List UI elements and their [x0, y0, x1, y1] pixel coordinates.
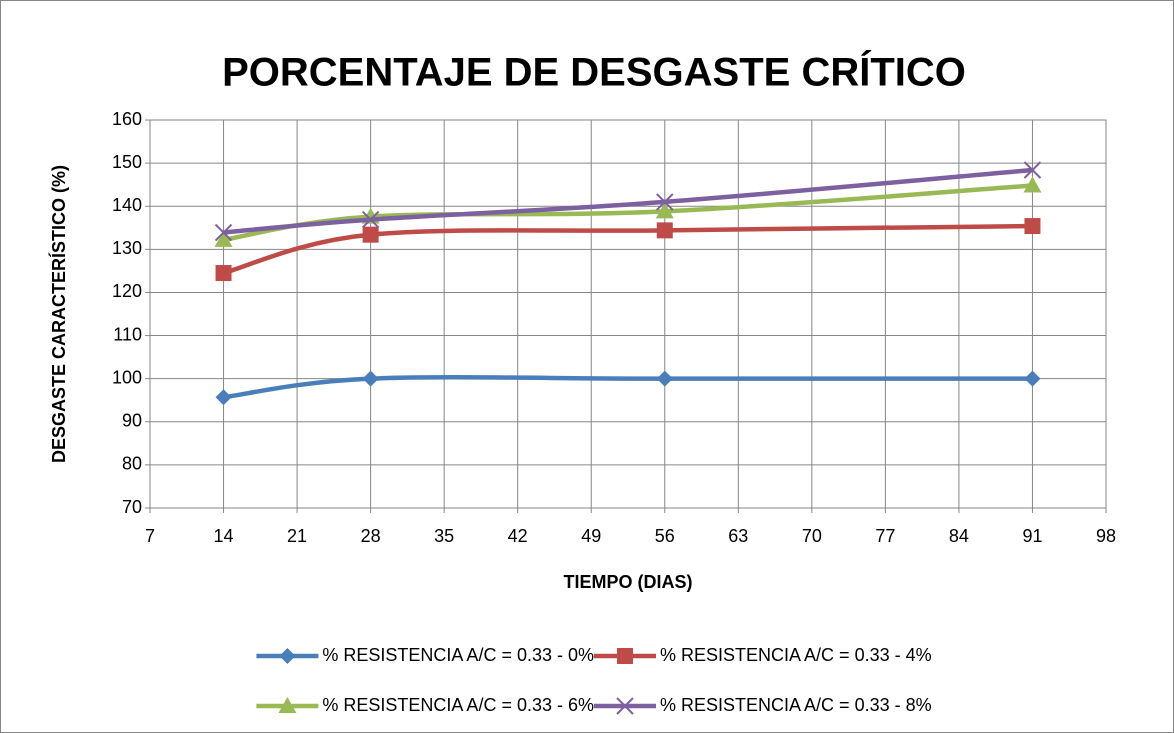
legend-item: % RESISTENCIA A/C = 0.33 - 8%	[594, 695, 932, 715]
marker	[362, 226, 379, 243]
x-tick-label: 91	[1022, 526, 1042, 546]
series-line	[223, 375, 1033, 400]
marker	[656, 222, 673, 239]
marker	[214, 223, 233, 242]
marker	[1024, 370, 1041, 387]
y-axis-label: DESGASTE CARACTERÍSTICO (%)	[48, 165, 69, 463]
marker	[656, 193, 674, 211]
marker	[215, 389, 232, 406]
chart-title: PORCENTAJE DE DESGASTE CRÍTICO	[222, 50, 966, 95]
x-tick-label: 98	[1096, 526, 1116, 546]
marker	[616, 697, 634, 715]
x-tick-label: 21	[287, 526, 307, 546]
legend-item: % RESISTENCIA A/C = 0.33 - 6%	[256, 695, 594, 715]
legend-label: % RESISTENCIA A/C = 0.33 - 8%	[660, 695, 932, 715]
y-tick-label: 120	[112, 281, 142, 301]
marker	[215, 265, 232, 282]
marker	[617, 648, 633, 664]
x-tick-label: 14	[214, 526, 234, 546]
marker	[1024, 218, 1041, 235]
y-tick-label: 130	[112, 238, 142, 258]
legend-label: % RESISTENCIA A/C = 0.33 - 4%	[660, 645, 932, 665]
legend-label: % RESISTENCIA A/C = 0.33 - 0%	[322, 645, 594, 665]
x-tick-label: 49	[581, 526, 601, 546]
marker	[279, 648, 296, 664]
marker	[655, 202, 674, 219]
x-tick-label: 7	[145, 526, 155, 546]
marker	[656, 370, 673, 387]
marker	[361, 210, 380, 229]
legend-item: % RESISTENCIA A/C = 0.33 - 4%	[594, 645, 932, 665]
x-tick-label: 35	[434, 526, 454, 546]
y-tick-label: 100	[112, 367, 142, 387]
y-tick-label: 110	[113, 324, 142, 344]
series-line	[222, 223, 1033, 276]
y-tick-label: 90	[122, 411, 142, 431]
x-tick-label: 63	[728, 526, 748, 546]
y-tick-label: 140	[112, 195, 142, 215]
x-tick-label: 70	[802, 526, 822, 546]
marker	[362, 370, 379, 387]
y-tick-label: 150	[112, 152, 142, 172]
marker	[1023, 176, 1042, 193]
x-tick-label: 42	[508, 526, 528, 546]
marker	[1023, 161, 1042, 179]
plot-area	[149, 119, 1107, 509]
x-axis-label: TIEMPO (DIAS)	[564, 572, 693, 592]
marker	[214, 230, 233, 247]
marker	[278, 697, 297, 713]
y-tick-label: 70	[122, 497, 142, 517]
x-tick-label: 84	[949, 526, 969, 546]
x-tick-label: 77	[875, 526, 895, 546]
x-tick-label: 56	[655, 526, 675, 546]
series-line	[223, 167, 1033, 235]
x-tick-label: 28	[361, 526, 381, 546]
y-tick-label: 160	[112, 109, 142, 129]
legend-item: % RESISTENCIA A/C = 0.33 - 0%	[256, 645, 594, 665]
legend-label: % RESISTENCIA A/C = 0.33 - 6%	[322, 695, 594, 715]
y-tick-label: 80	[122, 454, 142, 474]
